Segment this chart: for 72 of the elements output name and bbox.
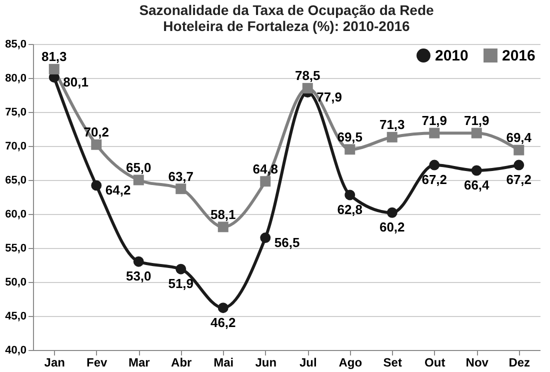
data-label: 80,1 <box>63 74 88 90</box>
point <box>344 144 356 155</box>
y-tick-label: 65,0 <box>5 174 26 186</box>
data-label: 71,9 <box>464 113 490 128</box>
x-tick-label: Ago <box>338 356 362 370</box>
point <box>176 184 186 194</box>
x-tick-label: Mar <box>128 356 150 370</box>
point <box>218 302 228 314</box>
data-label: 77,9 <box>316 89 342 104</box>
data-label: 65,0 <box>126 160 152 175</box>
x-tick-label: Jun <box>255 356 277 370</box>
y-tick-label: 75,0 <box>5 106 26 118</box>
point <box>260 232 271 244</box>
legend-label: 2016 <box>502 48 536 65</box>
data-label: 71,3 <box>379 117 405 132</box>
x-tick-label: Fev <box>86 356 108 370</box>
y-tick-label: 85,0 <box>5 38 26 50</box>
point <box>514 144 524 156</box>
y-tick-label: 60,0 <box>5 208 26 220</box>
data-label: 62,8 <box>337 202 363 217</box>
point <box>91 180 102 191</box>
data-label: 64,2 <box>105 182 131 198</box>
data-label: 70,2 <box>84 124 110 140</box>
point <box>471 128 482 138</box>
point <box>344 190 356 200</box>
point <box>471 165 482 176</box>
data-label: 69,4 <box>506 130 532 146</box>
point <box>386 207 398 218</box>
data-label: 63,7 <box>168 168 194 184</box>
y-tick-label: 45,0 <box>5 310 26 322</box>
data-label: 64,8 <box>252 161 278 176</box>
y-tick-label: 40,0 <box>5 344 26 356</box>
point <box>91 139 102 150</box>
x-tick-label: Mai <box>214 356 234 370</box>
data-label: 60,2 <box>379 220 405 235</box>
data-label: 67,2 <box>422 172 448 188</box>
point <box>514 160 524 170</box>
point <box>260 176 271 187</box>
point <box>48 64 60 74</box>
x-tick-label: Dez <box>508 356 530 370</box>
point <box>302 82 313 94</box>
y-tick-label: 80,0 <box>5 72 26 84</box>
x-tick-label: Jul <box>299 356 317 370</box>
point <box>429 160 440 170</box>
y-tick-label: 70,0 <box>5 140 26 152</box>
x-tick-label: Abr <box>171 356 192 370</box>
x-tick-label: Set <box>383 356 402 370</box>
data-label: 69,5 <box>337 129 363 144</box>
x-tick-label: Out <box>424 356 446 370</box>
data-label: 81,3 <box>41 49 67 64</box>
point <box>176 264 186 274</box>
text: Hoteleira de Fortaleza (%): 2010-2016 <box>163 18 410 34</box>
data-label: 78,5 <box>294 68 320 84</box>
data-label: 51,9 <box>168 276 194 292</box>
data-label: 66,4 <box>464 177 490 192</box>
data-label: 58,1 <box>210 206 236 222</box>
data-label: 67,2 <box>506 172 532 188</box>
legend-label: 2010 <box>435 48 468 65</box>
point <box>429 128 440 138</box>
point <box>218 222 228 232</box>
point <box>133 174 144 186</box>
data-label: 71,9 <box>422 113 448 128</box>
y-tick-label: 55,0 <box>5 242 26 254</box>
data-label: 53,0 <box>126 268 152 284</box>
data-label: 56,5 <box>274 234 300 250</box>
point <box>386 132 398 142</box>
x-tick-label: Jan <box>44 356 65 370</box>
point <box>133 256 144 267</box>
y-tick-label: 50,0 <box>5 276 26 288</box>
x-tick-label: Nov <box>466 356 489 370</box>
data-label: 46,2 <box>210 314 236 330</box>
text: Sazonalidade da Taxa de Ocupação da Rede <box>139 2 434 18</box>
